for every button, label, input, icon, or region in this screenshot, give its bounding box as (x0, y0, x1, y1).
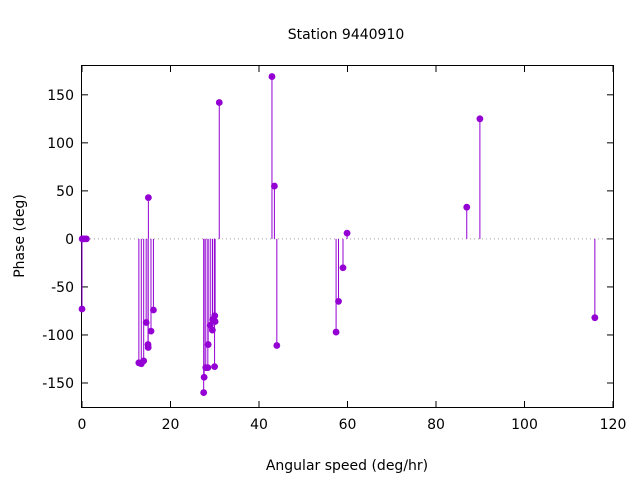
x-axis-tick-labels: 0 20 40 60 80 100 120 (78, 417, 627, 433)
y-tick-label: 50 (56, 184, 74, 200)
x-tick-label: 40 (250, 417, 268, 433)
data-point (463, 203, 471, 211)
data-point (215, 99, 223, 106)
data-point (591, 314, 599, 322)
y-tick-label: -150 (42, 376, 74, 392)
data-marks (78, 73, 599, 396)
y-tick-label: -50 (51, 280, 74, 296)
y-tick-label: 100 (47, 136, 74, 152)
data-point (78, 305, 86, 313)
data-point (332, 328, 340, 336)
data-point (208, 326, 216, 334)
data-point (200, 389, 208, 396)
x-tick-label: 0 (78, 417, 87, 433)
data-point (144, 194, 152, 201)
x-axis-ticks (81, 66, 614, 407)
chart-title: Station 9440910 (288, 27, 405, 43)
data-point (335, 297, 342, 305)
data-point (200, 373, 208, 381)
data-point (142, 319, 150, 326)
y-tick-label: -100 (42, 328, 74, 344)
x-axis-title: Angular speed (deg/hr) (266, 458, 428, 474)
data-point (150, 306, 157, 314)
data-point (147, 327, 155, 335)
data-point (273, 342, 281, 349)
y-axis-tick-labels: -150 -100 -50 0 50 100 150 (42, 88, 74, 392)
data-point (343, 229, 351, 237)
data-point (204, 364, 212, 372)
x-tick-label: 80 (427, 417, 445, 433)
data-point (144, 344, 152, 351)
x-tick-label: 120 (600, 417, 627, 433)
y-axis-title: Phase (deg) (12, 194, 28, 278)
data-point (204, 341, 212, 348)
data-point (211, 312, 219, 320)
data-point (83, 235, 90, 243)
x-tick-label: 100 (511, 417, 538, 433)
x-tick-label: 20 (162, 417, 180, 433)
data-point (211, 363, 218, 371)
x-tick-label: 60 (339, 417, 357, 433)
y-tick-label: 150 (47, 88, 74, 104)
data-point (339, 264, 347, 272)
data-point (270, 182, 278, 190)
data-point (211, 318, 219, 325)
y-tick-label: 0 (65, 232, 74, 248)
data-point (476, 115, 484, 123)
data-point (140, 357, 148, 365)
data-point (268, 73, 276, 80)
